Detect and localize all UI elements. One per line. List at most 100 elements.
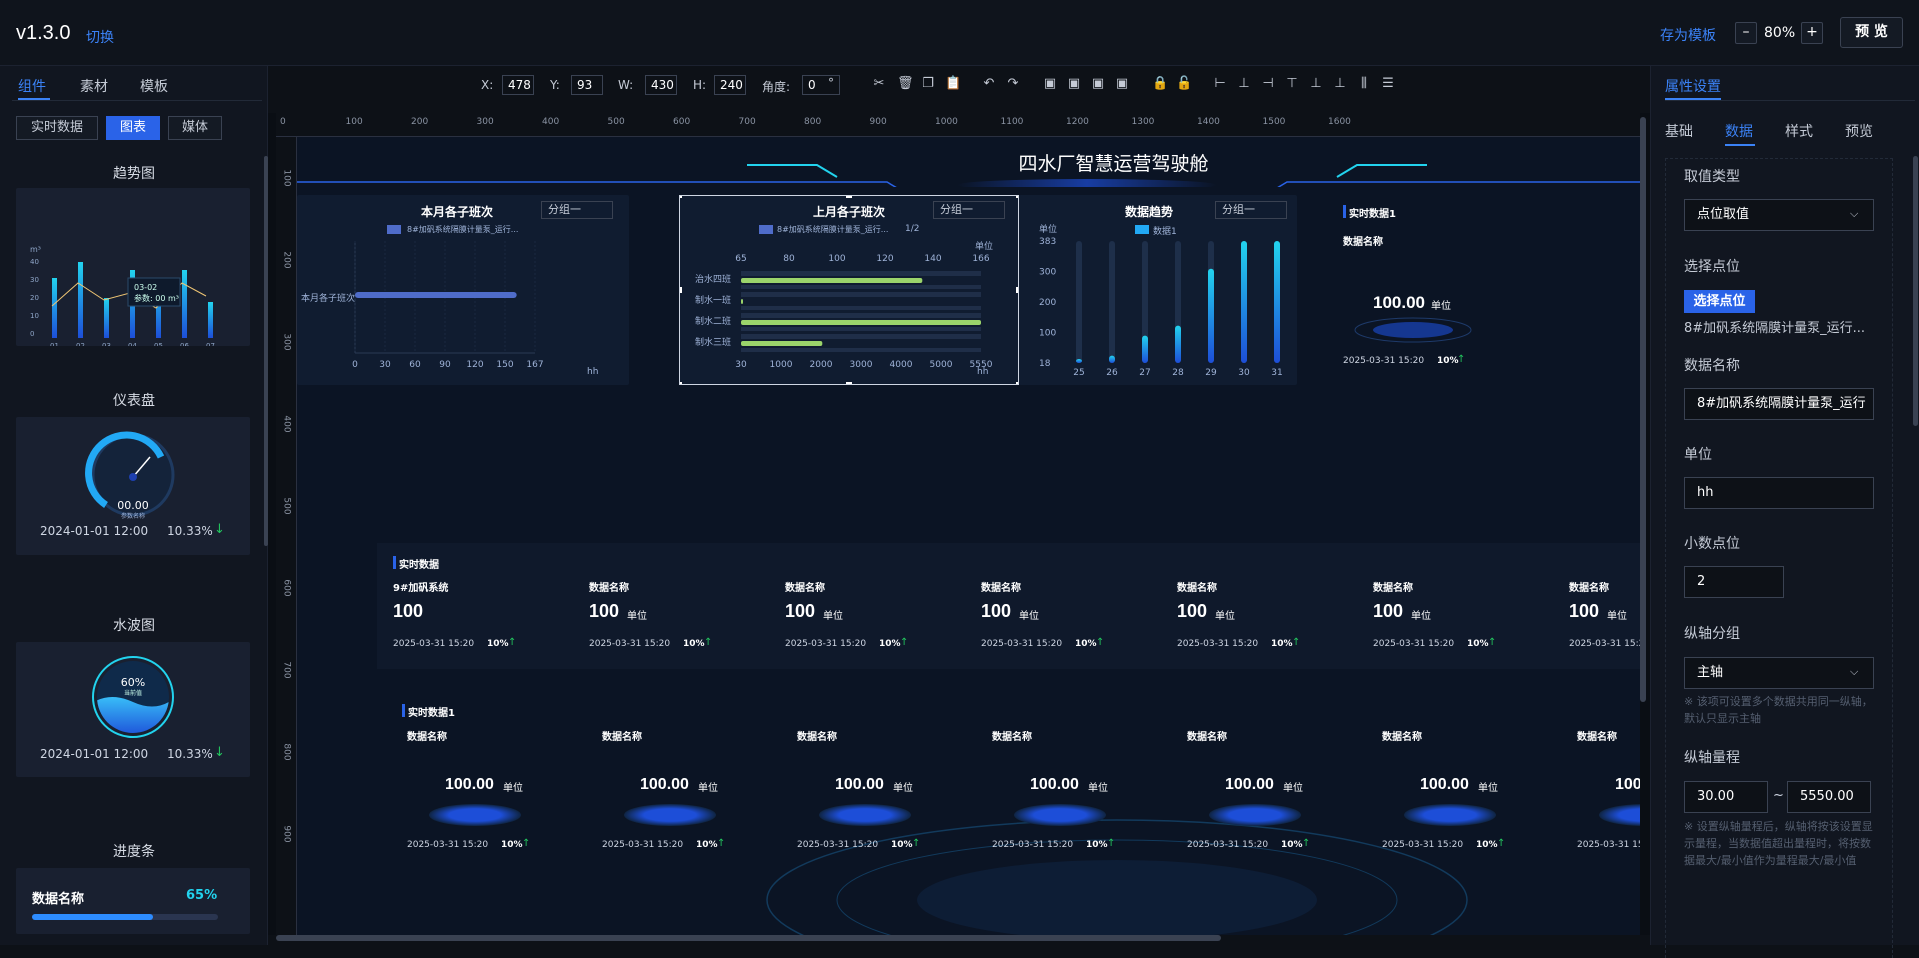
platform-base-icon: [1599, 804, 1640, 826]
decimal-input[interactable]: 2: [1684, 566, 1784, 598]
data-name-input[interactable]: 8#加矾系统隔膜计量泵_运行: [1684, 388, 1874, 420]
paste-icon[interactable]: 📋: [945, 76, 962, 91]
lock-icon[interactable]: 🔒: [1152, 76, 1169, 91]
group-select[interactable]: 分组一: [1215, 201, 1287, 219]
tab-preview[interactable]: 预览: [1845, 124, 1873, 140]
progress-card[interactable]: 数据名称 65%: [16, 868, 250, 934]
align-bottom-icon[interactable]: ⊥: [1334, 76, 1346, 91]
chevron-down-icon: ⌵: [1850, 665, 1859, 678]
value-type-select[interactable]: 点位取值: [1684, 199, 1874, 231]
angle-input[interactable]: 0: [802, 75, 840, 95]
redo-icon[interactable]: ↷: [1007, 76, 1019, 91]
platform-base-icon: [819, 804, 911, 826]
dashboard-board[interactable]: 四水厂智慧运营驾驶舱 本月各子班次 分组一 8#加矾系统隔膜计量泵_运行... …: [297, 137, 1640, 935]
data-name: 数据名称: [1343, 237, 1383, 248]
align-left-icon[interactable]: ⊢: [1214, 76, 1226, 91]
send-back-icon[interactable]: ▣: [1067, 76, 1081, 91]
send-backward-icon[interactable]: ▣: [1115, 76, 1129, 91]
realtime-data-1-panel[interactable]: 实时数据1 数据名称 100.00 单位 2025-03-31 15:20 10% ↑ 数据…: [297, 690, 1640, 935]
trend-chart-card[interactable]: m³ 40 30 20 10 0 01 02 03 04 05 06 07 03-02 参数: 00 …: [16, 188, 250, 350]
tab-style[interactable]: 样式: [1785, 124, 1813, 140]
zoom-in-button[interactable]: +: [1801, 22, 1823, 44]
horizontal-scrollbar[interactable]: [276, 935, 1221, 941]
widget-last-month-shifts[interactable]: 上月各子班次 分组一 8#加矾系统隔膜计量泵_运行... 1/2 单位 65 80…: [679, 195, 1019, 385]
resize-handle[interactable]: [679, 382, 682, 385]
tab-data[interactable]: 数据: [1725, 124, 1753, 140]
axis-group-select[interactable]: 主轴: [1684, 657, 1874, 689]
h-input[interactable]: 240: [714, 75, 746, 95]
trend-bar: [104, 298, 109, 338]
gauge-card[interactable]: 00.00 参数名称 2024-01-01 12:00 10.33% ↓: [16, 417, 250, 555]
y-input[interactable]: 93: [571, 75, 603, 95]
preview-button[interactable]: 预 览: [1840, 17, 1903, 48]
undo-icon[interactable]: ↶: [983, 76, 995, 91]
tab-materials[interactable]: 素材: [80, 79, 108, 95]
data-date: 2025-03-31 15:20: [1577, 840, 1640, 850]
align-top-icon[interactable]: ⊤: [1286, 76, 1298, 91]
trend-tip-date: 03-02: [134, 283, 157, 292]
tab-components[interactable]: 组件: [18, 79, 46, 95]
align-center-icon[interactable]: ⊥: [1238, 76, 1250, 91]
resize-handle[interactable]: [679, 195, 682, 198]
switch-version-link[interactable]: 切换: [86, 30, 114, 46]
axis-range-note: ※ 设置纵轴量程后，纵轴将按该设置显示量程，当数据值超出量程时，将按数据最大/最…: [1684, 820, 1873, 867]
range-min-input[interactable]: 30.00: [1684, 781, 1768, 813]
tab-basic[interactable]: 基础: [1665, 124, 1693, 140]
subtab-charts[interactable]: 图表: [106, 116, 160, 140]
subtab-realtime[interactable]: 实时数据: [16, 116, 98, 140]
unlock-icon[interactable]: 🔓: [1176, 76, 1193, 91]
realtime-cell[interactable]: 9#加矾系统 100 2025-03-31 15:20 10% ↑: [393, 583, 573, 675]
resize-handle[interactable]: [1016, 382, 1019, 385]
select-point-button[interactable]: 选择点位: [1684, 290, 1755, 313]
zoom-out-button[interactable]: –: [1735, 22, 1757, 44]
resize-handle[interactable]: [679, 287, 682, 293]
left-panel-scrollbar[interactable]: [264, 156, 268, 546]
resize-handle[interactable]: [1016, 195, 1019, 198]
subtab-media[interactable]: 媒体: [168, 116, 222, 140]
widget-data-trend[interactable]: 数据趋势 分组一 数据1 单位 383 300 200 100 18 25 26 27 28 29…: [1019, 195, 1297, 385]
save-template-button[interactable]: 存为模板: [1660, 28, 1716, 44]
delete-icon[interactable]: 🗑: [897, 76, 914, 91]
realtime-data-panel[interactable]: 实时数据 9#加矾系统 100 2025-03-31 15:20 10% ↑ 数据名称 10…: [377, 543, 1640, 669]
x-tick: 05: [154, 342, 163, 346]
ruler-tick: 500: [281, 497, 292, 515]
cut-icon[interactable]: ✂: [873, 76, 885, 91]
widget-realtime-1[interactable]: 实时数据1 数据名称 100.00 单位 2025-03-31 15:20 10…: [1343, 205, 1513, 385]
group-select[interactable]: 分组一: [933, 201, 1005, 219]
align-right-icon[interactable]: ⊣: [1262, 76, 1274, 91]
last-month-chart: 65 80 100 120 140 166 30 1000 2000 3000 4000 5000 55…: [679, 195, 1019, 385]
resize-handle[interactable]: [846, 382, 852, 385]
w-input[interactable]: 430: [645, 75, 677, 95]
right-panel-scrollbar[interactable]: [1913, 156, 1918, 426]
align-middle-icon[interactable]: ⊥: [1310, 76, 1322, 91]
wave-card[interactable]: 60% 当前值 2024-01-01 12:00 10.33% ↓: [16, 642, 250, 777]
bring-front-icon[interactable]: ▣: [1043, 76, 1057, 91]
x-input[interactable]: 478: [502, 75, 534, 95]
vertical-scrollbar[interactable]: [1640, 117, 1646, 702]
row-label: 治水四班: [695, 273, 731, 285]
distribute-h-icon[interactable]: ⫼: [1361, 76, 1367, 91]
resize-handle[interactable]: [1016, 287, 1019, 293]
bring-forward-icon[interactable]: ▣: [1091, 76, 1105, 91]
range-max-input[interactable]: 5550.00: [1787, 781, 1871, 813]
widget-month-shifts[interactable]: 本月各子班次 分组一 8#加矾系统隔膜计量泵_运行... 本月各子班次 0 30 6…: [297, 195, 629, 385]
tab-templates[interactable]: 模板: [140, 79, 168, 95]
distribute-v-icon[interactable]: ☰: [1382, 76, 1394, 91]
group-select[interactable]: 分组一: [541, 201, 613, 219]
copy-icon[interactable]: ❐: [922, 76, 934, 91]
resize-handle[interactable]: [846, 195, 852, 198]
unit-input[interactable]: hh: [1684, 477, 1874, 509]
